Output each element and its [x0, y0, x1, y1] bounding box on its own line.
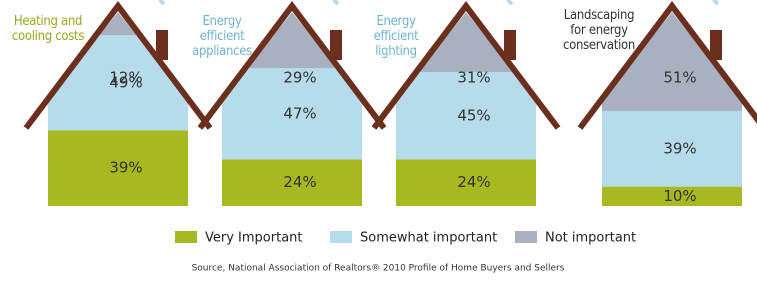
infographic: Source, National Association of Realtors…: [0, 0, 757, 283]
value-label: 51%: [663, 69, 696, 87]
category-label: Heating and cooling costs: [6, 14, 90, 44]
steam: [714, 0, 718, 4]
value-label: 39%: [109, 159, 142, 177]
steam: [508, 0, 512, 4]
category-label: Energy efficient appliances: [180, 14, 264, 59]
steam: [334, 0, 338, 4]
legend-label: Not important: [545, 231, 636, 246]
category-label: Landscaping for energy conservation: [557, 8, 641, 53]
value-label: 31%: [457, 69, 490, 87]
source-note: Source, National Association of Realtors…: [192, 264, 565, 274]
value-label: 10%: [663, 187, 696, 205]
value-label: 24%: [457, 173, 490, 191]
value-label: 24%: [283, 173, 316, 191]
category-label: Energy efficient lighting: [354, 14, 438, 59]
legend-label: Very Important: [205, 231, 303, 246]
value-label: 29%: [283, 69, 316, 87]
legend-label: Somewhat important: [360, 231, 497, 246]
value-label: 12%: [109, 69, 142, 87]
steam: [160, 0, 164, 4]
value-label: 45%: [457, 106, 490, 124]
legend-swatch: [175, 231, 197, 243]
value-label: 39%: [663, 139, 696, 157]
value-label: 47%: [283, 104, 316, 122]
legend-swatch: [330, 231, 352, 243]
legend-swatch: [515, 231, 537, 243]
